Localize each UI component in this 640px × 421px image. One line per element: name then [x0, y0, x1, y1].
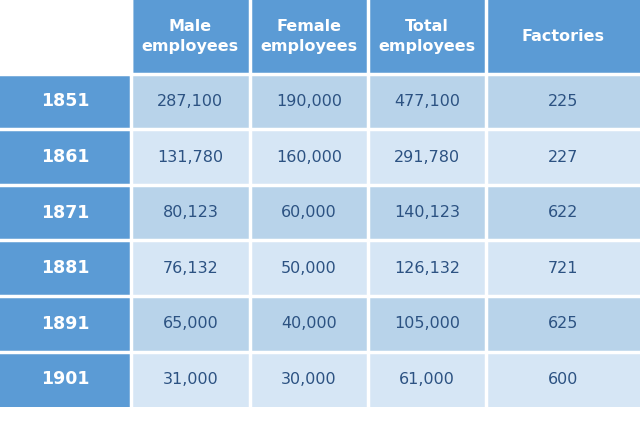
Text: 80,123: 80,123	[163, 205, 218, 220]
Bar	[486, 0, 640, 74]
Text: 1871: 1871	[42, 204, 90, 221]
Bar	[0, 0, 131, 74]
Text: 721: 721	[548, 261, 579, 276]
Bar	[368, 352, 486, 407]
Bar	[131, 352, 250, 407]
Bar	[486, 240, 640, 296]
Bar	[0, 240, 131, 296]
Text: 76,132: 76,132	[163, 261, 218, 276]
Bar	[486, 129, 640, 185]
Text: 1901: 1901	[42, 370, 90, 388]
Text: 1851: 1851	[42, 93, 90, 110]
Text: 61,000: 61,000	[399, 372, 455, 387]
Text: 31,000: 31,000	[163, 372, 218, 387]
Bar	[368, 240, 486, 296]
Bar	[368, 185, 486, 240]
Bar	[368, 296, 486, 352]
Text: Factories: Factories	[522, 29, 605, 44]
Text: 225: 225	[548, 94, 579, 109]
Bar	[131, 129, 250, 185]
Text: 227: 227	[548, 149, 579, 165]
Text: 40,000: 40,000	[281, 316, 337, 331]
Bar	[131, 0, 250, 74]
Text: Female
employees: Female employees	[260, 19, 357, 54]
Bar	[0, 74, 131, 129]
Bar	[0, 352, 131, 407]
Text: 140,123: 140,123	[394, 205, 460, 220]
Bar	[368, 0, 486, 74]
Text: 160,000: 160,000	[276, 149, 342, 165]
Bar	[250, 240, 368, 296]
Bar	[0, 129, 131, 185]
Bar	[368, 129, 486, 185]
Text: 105,000: 105,000	[394, 316, 460, 331]
Text: 190,000: 190,000	[276, 94, 342, 109]
Text: 131,780: 131,780	[157, 149, 223, 165]
Bar	[486, 74, 640, 129]
Text: 65,000: 65,000	[163, 316, 218, 331]
Text: 622: 622	[548, 205, 579, 220]
Bar	[131, 185, 250, 240]
Text: 291,780: 291,780	[394, 149, 460, 165]
Bar	[250, 129, 368, 185]
Text: 30,000: 30,000	[281, 372, 337, 387]
Bar	[0, 296, 131, 352]
Text: 600: 600	[548, 372, 579, 387]
Bar	[250, 352, 368, 407]
Bar	[250, 0, 368, 74]
Text: 1861: 1861	[42, 148, 90, 166]
Bar	[0, 185, 131, 240]
Text: 1891: 1891	[42, 315, 90, 333]
Bar	[131, 74, 250, 129]
Bar	[250, 296, 368, 352]
Bar	[486, 352, 640, 407]
Text: Total
employees: Total employees	[379, 19, 476, 54]
Text: 287,100: 287,100	[157, 94, 223, 109]
Text: 50,000: 50,000	[281, 261, 337, 276]
Text: 625: 625	[548, 316, 579, 331]
Text: 1881: 1881	[42, 259, 90, 277]
Bar	[131, 296, 250, 352]
Bar	[486, 296, 640, 352]
Text: Male
employees: Male employees	[142, 19, 239, 54]
Bar	[131, 240, 250, 296]
Bar	[368, 74, 486, 129]
Text: 126,132: 126,132	[394, 261, 460, 276]
Text: 477,100: 477,100	[394, 94, 460, 109]
Bar	[486, 185, 640, 240]
Text: 60,000: 60,000	[281, 205, 337, 220]
Bar	[250, 185, 368, 240]
Bar	[250, 74, 368, 129]
